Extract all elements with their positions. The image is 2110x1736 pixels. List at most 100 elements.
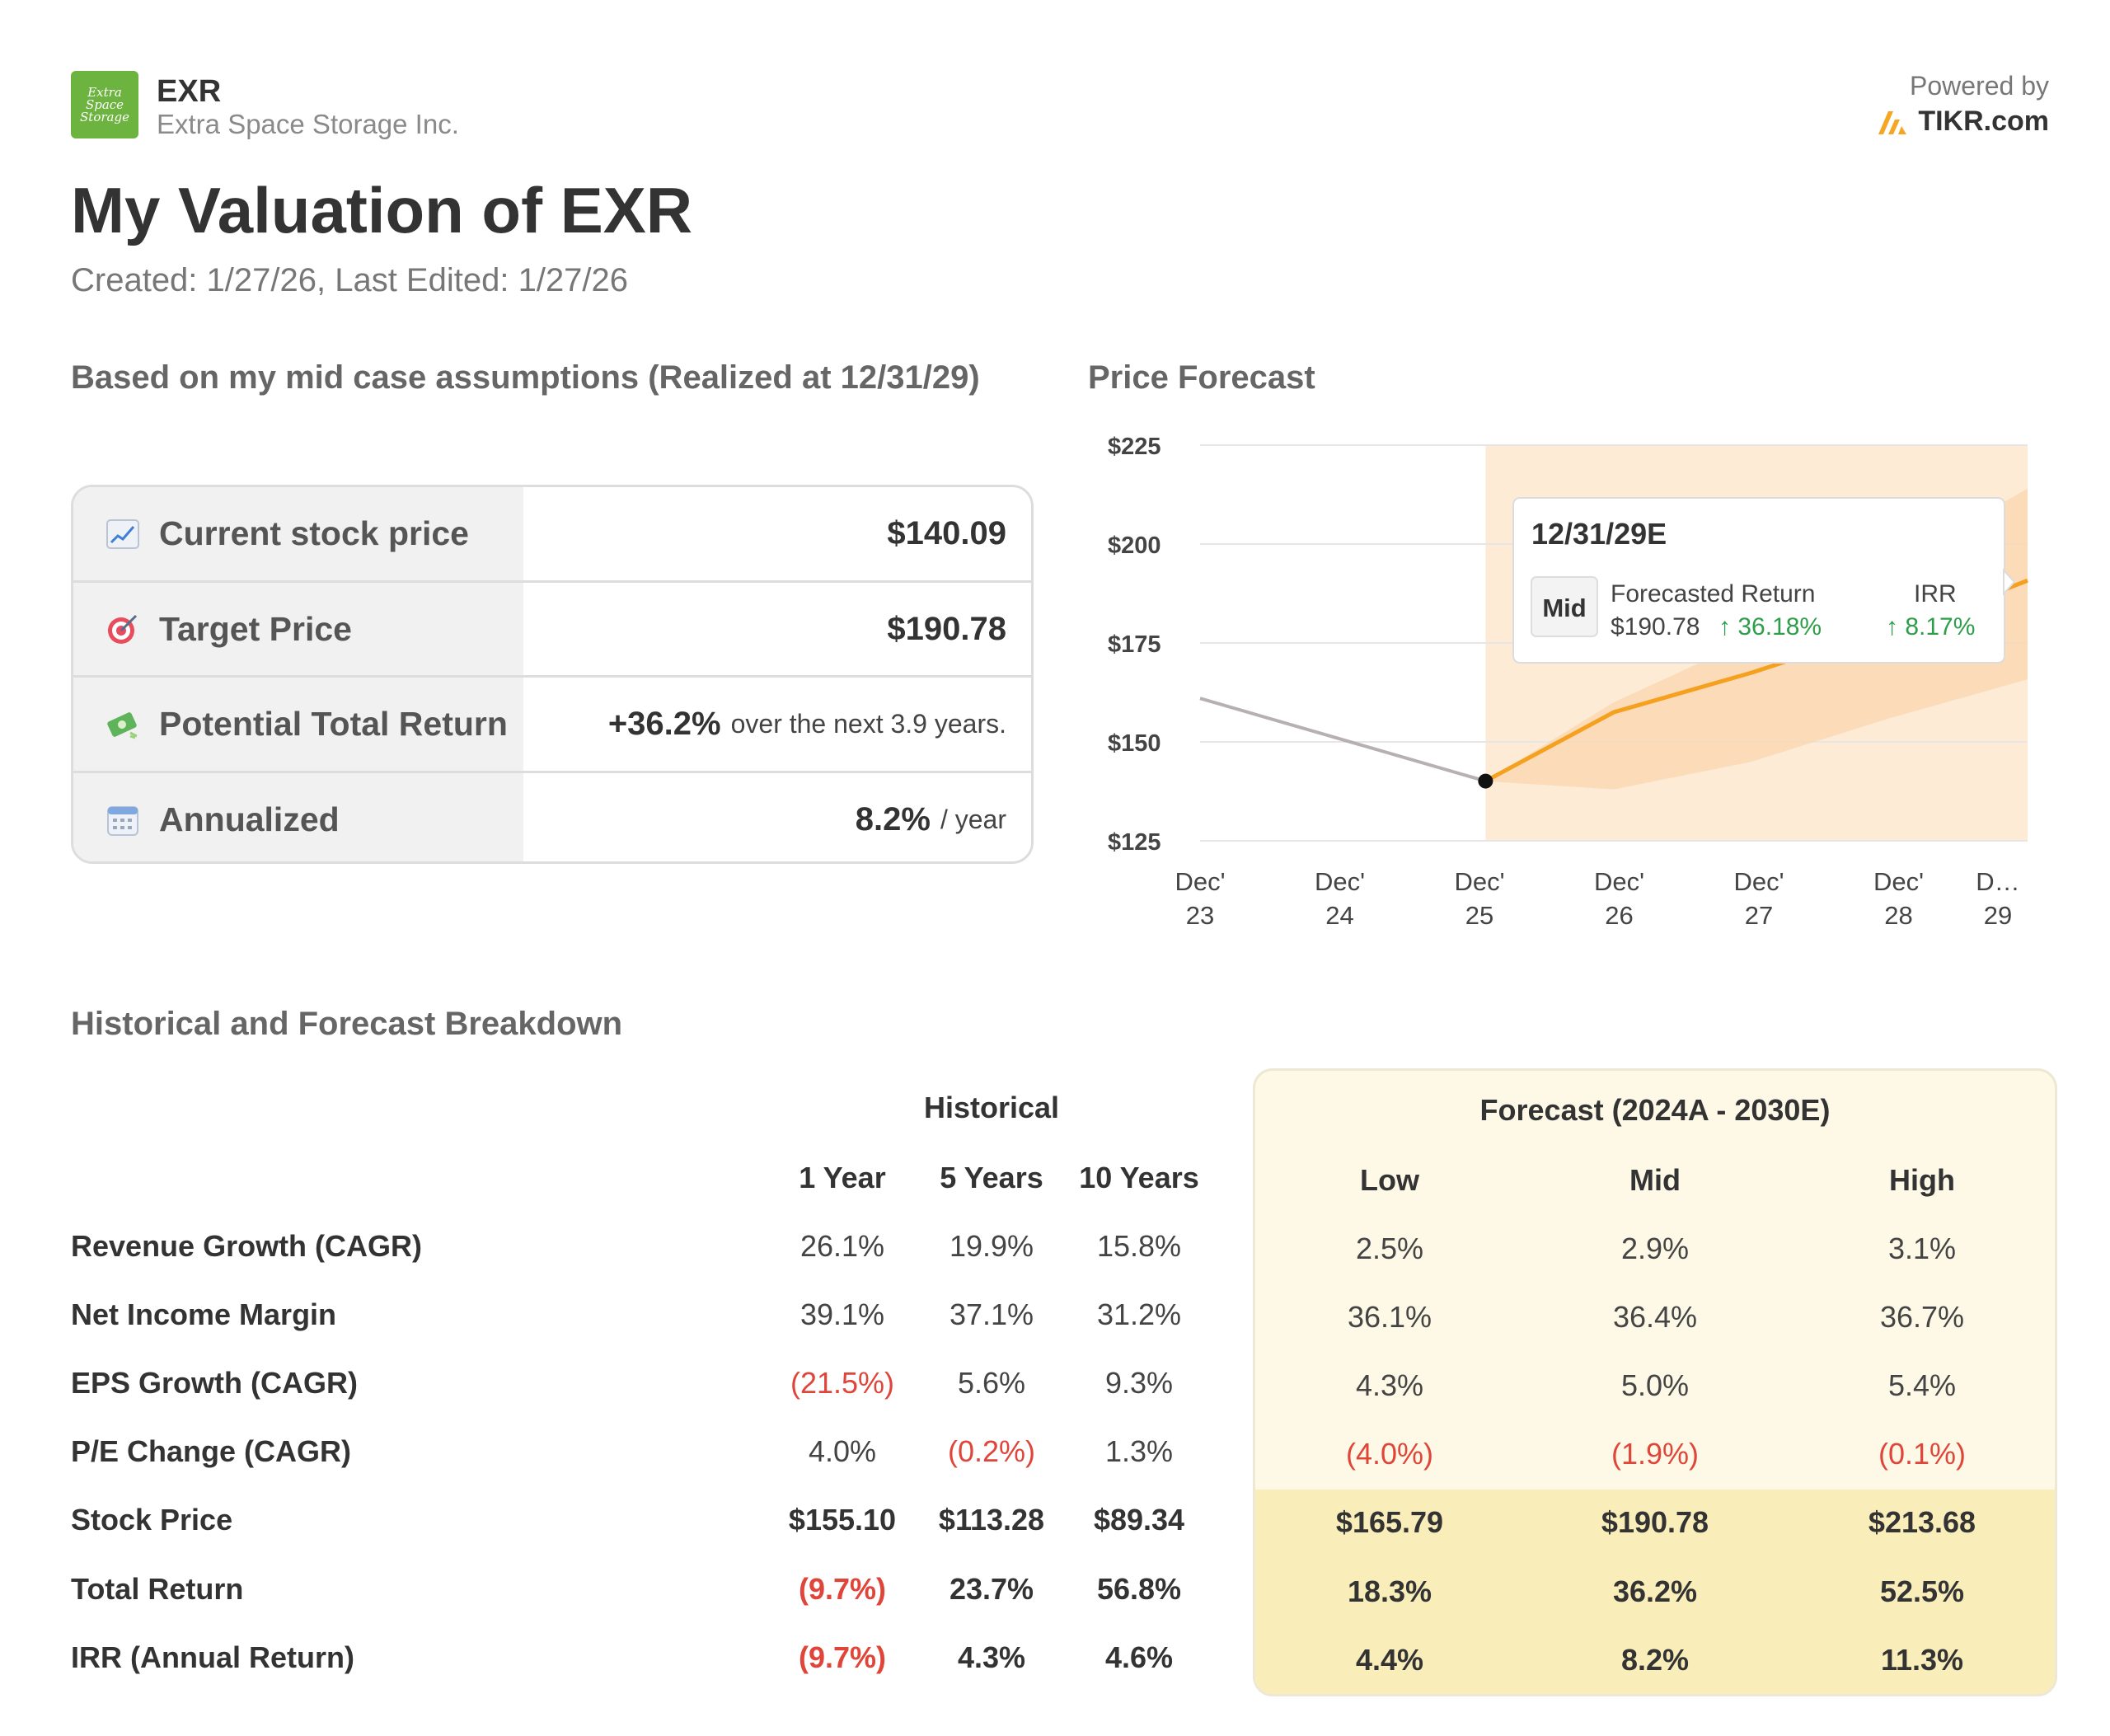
svg-text:25: 25 <box>1465 901 1493 930</box>
row-label: Total Return <box>71 1572 244 1606</box>
calendar-icon <box>105 804 141 837</box>
table-cell: 5.6% <box>957 1366 1026 1400</box>
x-tick-label: Dec' 26 <box>1594 867 1644 930</box>
table-cell: 3.1% <box>1887 1232 1957 1265</box>
summary-row-current-price: Current stock price $140.09 <box>73 487 1031 580</box>
money-icon <box>105 708 141 741</box>
chart-tooltip: 12/31/29E Mid Forecasted Return IRR $190.78 ↑… <box>1512 497 2016 664</box>
svg-text:Dec': Dec' <box>1594 867 1644 896</box>
table-cell: $213.68 <box>1868 1505 1976 1539</box>
table-cell: 18.3% <box>1347 1574 1432 1608</box>
tooltip-price: $190.78 <box>1611 613 1700 640</box>
x-tick-label: Dec' 28 <box>1873 867 1924 930</box>
row-label: Revenue Growth (CAGR) <box>71 1229 423 1263</box>
tooltip-return-label: Forecasted Return <box>1611 580 1815 608</box>
column-header: 1 Year <box>799 1161 886 1194</box>
svg-text:27: 27 <box>1745 901 1773 930</box>
summary-row-total-return: Potential Total Return +36.2% over the ne… <box>73 678 1031 771</box>
svg-text:23: 23 <box>1186 901 1214 930</box>
current-price-value: $140.09 <box>887 515 1006 551</box>
tooltip-pointer <box>2003 568 2016 596</box>
table-cell: 2.9% <box>1620 1232 1690 1265</box>
svg-text:29: 29 <box>1984 901 2012 930</box>
logo-text-1: Extra <box>87 84 122 100</box>
table-cell: 15.8% <box>1096 1229 1182 1263</box>
tooltip-irr-label: IRR <box>1914 580 1957 608</box>
table-cell: 36.1% <box>1347 1300 1432 1334</box>
breakdown-section-title: Historical and Forecast Breakdown <box>71 1006 623 1042</box>
table-cell: $113.28 <box>938 1503 1045 1537</box>
current-price-label: Current stock price <box>159 514 469 552</box>
tooltip-case-badge <box>1531 576 1598 637</box>
annualized-label: Annualized <box>159 800 340 838</box>
tikr-brand-label: TIKR.com <box>1918 106 2049 137</box>
x-tick-label: Dec' 27 <box>1734 867 1784 930</box>
table-cell: 1.3% <box>1104 1434 1174 1468</box>
current-price-marker <box>1478 773 1493 789</box>
annualized-suffix: / year <box>940 805 1006 834</box>
historical-header: Historical <box>923 1091 1060 1124</box>
table-cell: 2.5% <box>1355 1232 1424 1265</box>
svg-text:Dec': Dec' <box>1315 867 1365 896</box>
y-tick-label: $225 <box>1108 434 1161 460</box>
y-tick-label: $150 <box>1108 730 1161 757</box>
table-cell: 4.0% <box>808 1434 877 1468</box>
row-label: EPS Growth (CAGR) <box>71 1366 358 1400</box>
row-label: Stock Price <box>71 1503 233 1537</box>
chart-increasing-icon <box>105 518 141 549</box>
y-tick-label: $125 <box>1108 829 1161 856</box>
tikr-logo-icon <box>1878 110 1907 134</box>
target-icon <box>105 612 141 645</box>
table-cell: 4.4% <box>1355 1643 1424 1677</box>
table-cell: 36.2% <box>1612 1574 1698 1608</box>
column-header: Mid <box>1629 1163 1681 1197</box>
table-cell: 5.0% <box>1620 1368 1690 1402</box>
table-cell: (21.5%) <box>790 1366 895 1400</box>
tikr-brand[interactable]: TIKR.com <box>1877 106 2049 138</box>
table-cell: 52.5% <box>1879 1574 1965 1608</box>
table-cell: 5.4% <box>1887 1368 1957 1402</box>
total-return-label: Potential Total Return <box>159 705 508 743</box>
price-forecast-chart[interactable]: $225$200$175$150$125Dec'23Dec'24Dec'25De… <box>1088 412 2069 956</box>
summary-row-annualized: Annualized 8.2% / year <box>73 773 1031 861</box>
tooltip-irr-value: ↑ 8.17% <box>1886 613 1975 640</box>
summary-card: Current stock price $140.09 Target Price… <box>71 485 1034 864</box>
powered-by-label: Powered by <box>1910 71 2049 101</box>
table-cell: 19.9% <box>949 1229 1034 1263</box>
x-tick-label: Dec' 24 <box>1315 867 1365 930</box>
table-cell: 31.2% <box>1096 1297 1182 1331</box>
target-price-label: Target Price <box>159 609 352 648</box>
annualized-value: 8.2% <box>855 801 931 838</box>
table-cell: 11.3% <box>1880 1643 1964 1677</box>
x-tick-label: Dec' 25 <box>1454 867 1504 930</box>
page-title: My Valuation of EXR <box>71 174 693 246</box>
forecast-panel <box>1253 1068 2057 1696</box>
table-cell: 36.7% <box>1879 1300 1965 1334</box>
chart-title: Price Forecast <box>1088 359 1315 396</box>
x-tick-label: Dec' 23 <box>1175 867 1225 930</box>
table-cell: (1.9%) <box>1611 1437 1700 1471</box>
logo-text-3: Storage <box>80 109 129 124</box>
row-label: IRR (Annual Return) <box>71 1640 354 1674</box>
tooltip-case-label: Mid <box>1542 594 1586 622</box>
tooltip-return-value: ↑ 36.18% <box>1718 613 1822 640</box>
column-header: 10 Years <box>1079 1161 1199 1194</box>
total-return-suffix: over the next 3.9 years. <box>730 709 1006 739</box>
svg-text:Dec': Dec' <box>1873 867 1924 896</box>
summary-section-title: Based on my mid case assumptions (Realiz… <box>71 359 980 396</box>
table-cell: 4.3% <box>957 1640 1026 1674</box>
y-tick-label: $175 <box>1108 631 1161 658</box>
table-cell: 56.8% <box>1096 1572 1182 1606</box>
company-name: Extra Space Storage Inc. <box>157 109 459 139</box>
table-cell: $165.79 <box>1335 1505 1444 1539</box>
svg-text:Dec': Dec' <box>1175 867 1225 896</box>
table-cell: 36.4% <box>1612 1300 1698 1334</box>
y-tick-label: $200 <box>1108 533 1161 559</box>
company-logo: Extra Space Storage <box>71 71 138 138</box>
tooltip-date: 12/31/29E <box>1531 517 1667 551</box>
table-cell: 23.7% <box>949 1572 1034 1606</box>
x-tick-label: D… 29 <box>1976 867 2019 930</box>
table-cell: 8.2% <box>1620 1643 1690 1677</box>
forecast-header: Forecast (2024A - 2030E) <box>1479 1093 1831 1127</box>
table-cell: 37.1% <box>949 1297 1034 1331</box>
